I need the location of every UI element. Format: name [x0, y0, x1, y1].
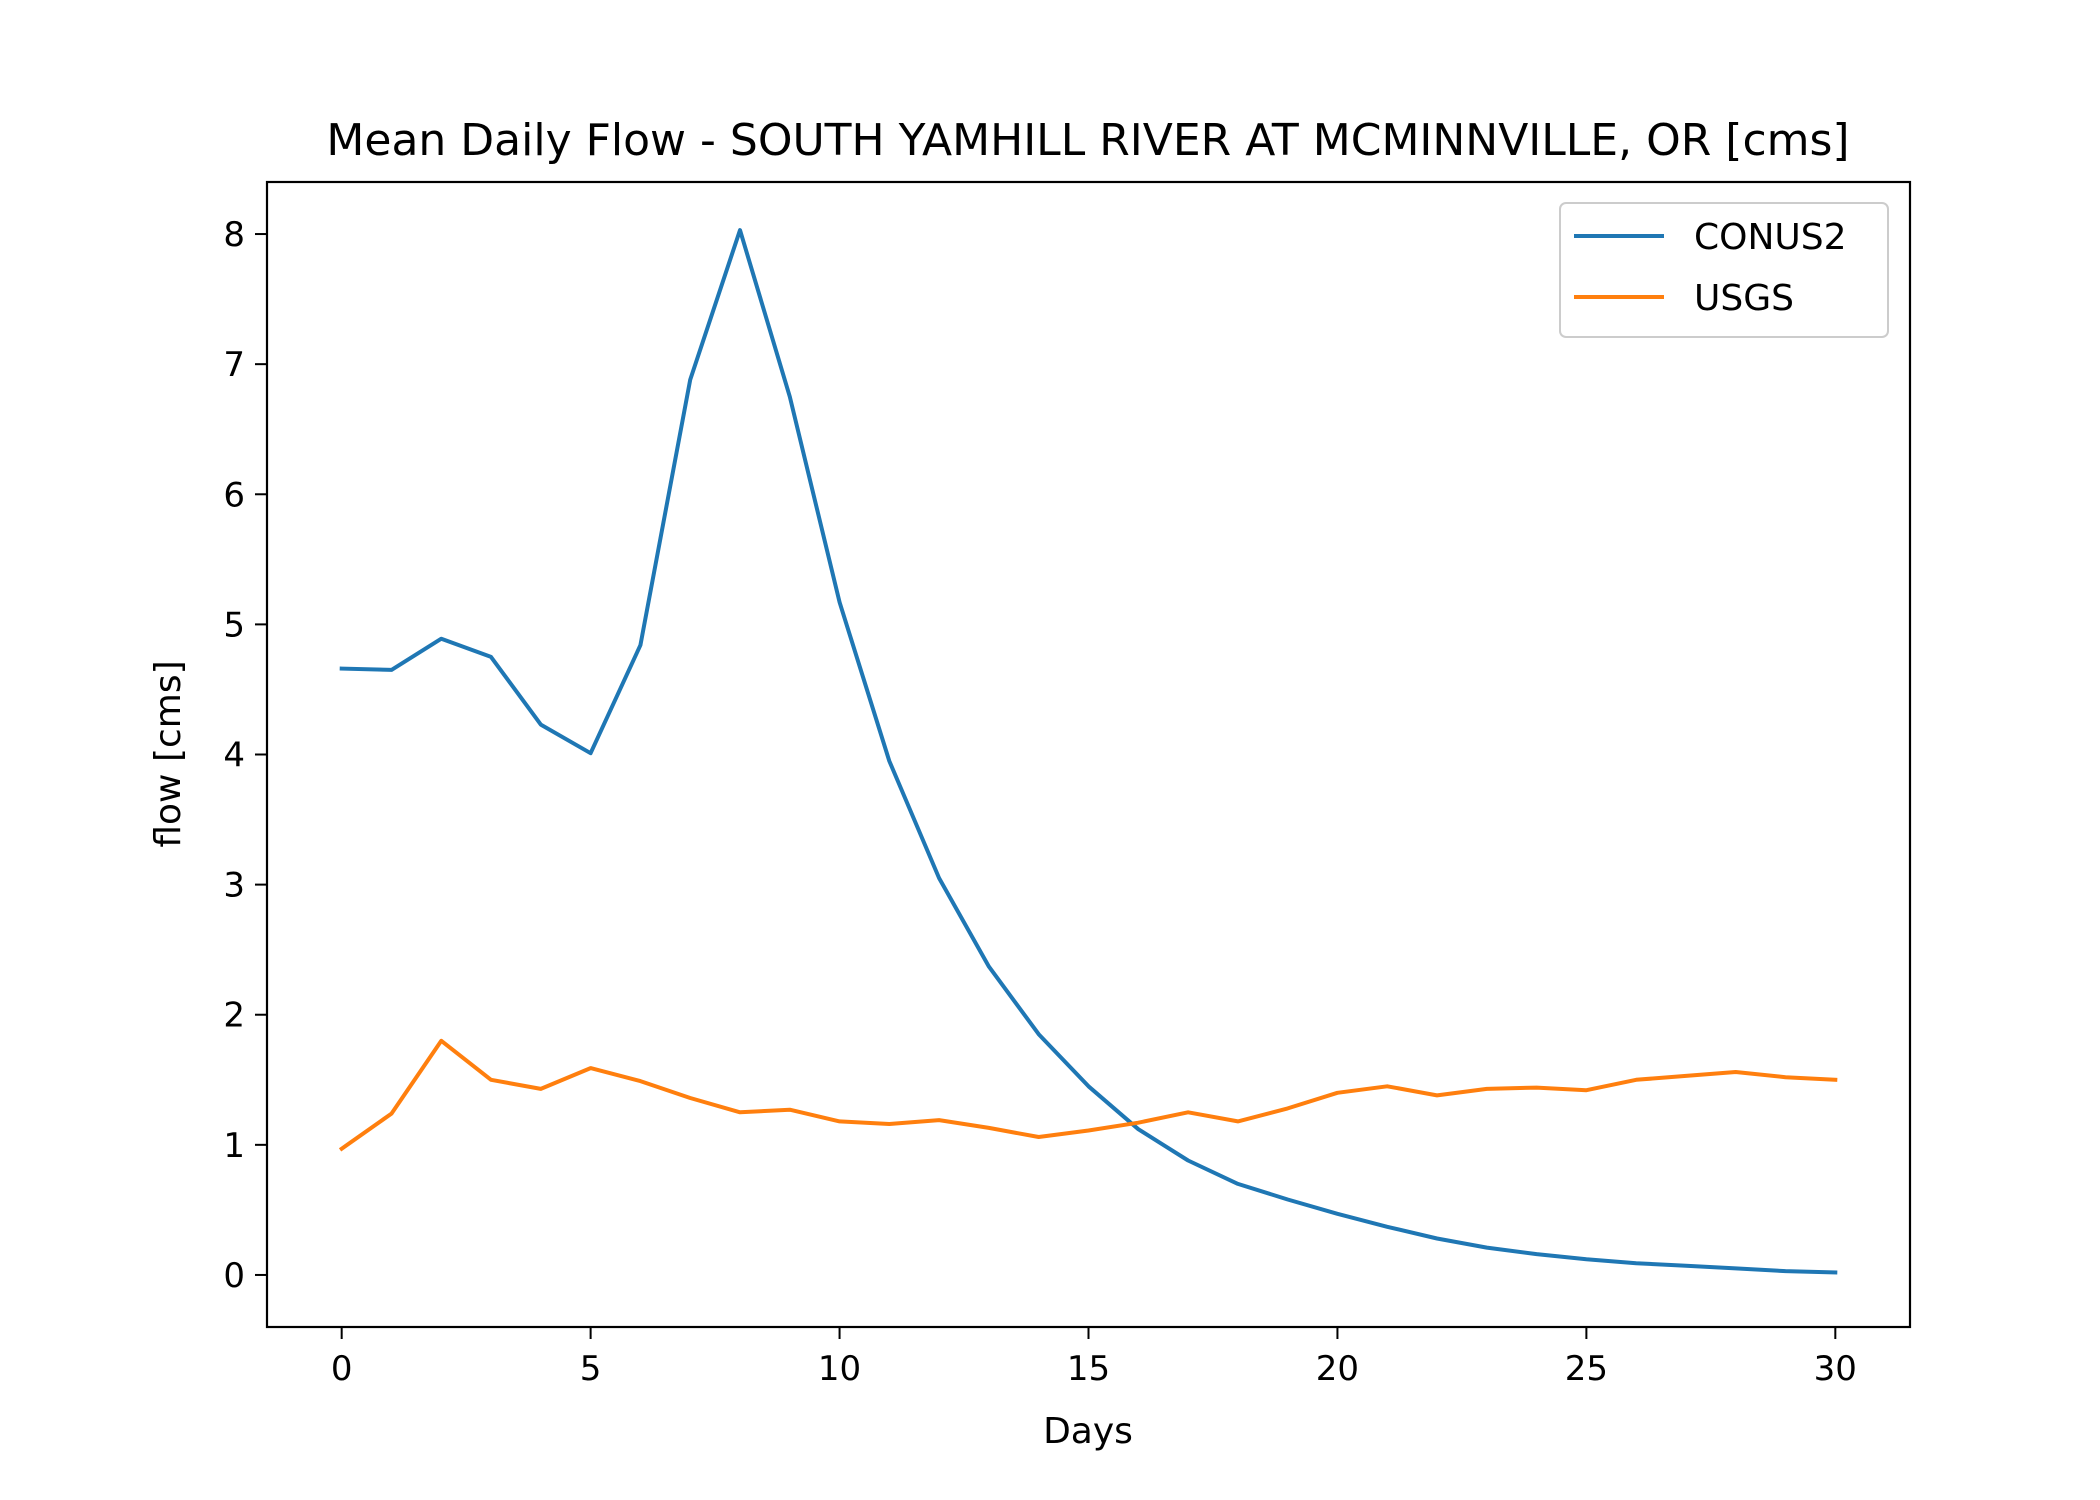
x-tick-label: 5: [580, 1349, 602, 1389]
series-line-conus2: [339, 228, 1838, 1275]
y-tick-label: 4: [223, 736, 245, 776]
chart-title: Mean Daily Flow - SOUTH YAMHILL RIVER AT…: [326, 115, 1849, 166]
x-tick-label: 15: [1067, 1349, 1110, 1389]
y-tick-label: 6: [223, 475, 245, 515]
y-tick-label: 7: [223, 345, 245, 385]
x-tick-label: 20: [1316, 1349, 1359, 1389]
series-layer: [338, 228, 1838, 1275]
y-tick-label: 1: [223, 1126, 245, 1166]
legend-label-usgs: USGS: [1694, 278, 1794, 319]
x-tick-label: 0: [331, 1349, 353, 1389]
y-tick-label: 2: [223, 996, 245, 1036]
y-axis-label: flow [cms]: [148, 660, 189, 847]
x-axis: 0 5 10 15 20 25 30: [331, 1327, 1857, 1389]
y-tick-label: 8: [223, 215, 245, 255]
y-tick-label: 5: [223, 605, 245, 645]
y-axis: 0 1 2 3 4 5 6 7 8: [223, 215, 267, 1296]
y-tick-label: 0: [223, 1256, 245, 1296]
y-tick-label: 3: [223, 866, 245, 906]
x-axis-label: Days: [1043, 1411, 1133, 1452]
x-tick-label: 30: [1814, 1349, 1857, 1389]
x-tick-label: 25: [1565, 1349, 1608, 1389]
x-tick-label: 10: [818, 1349, 861, 1389]
legend: CONUS2 USGS: [1559, 202, 1889, 338]
series-line-usgs: [338, 1038, 1838, 1152]
legend-label-conus2: CONUS2: [1694, 217, 1847, 258]
